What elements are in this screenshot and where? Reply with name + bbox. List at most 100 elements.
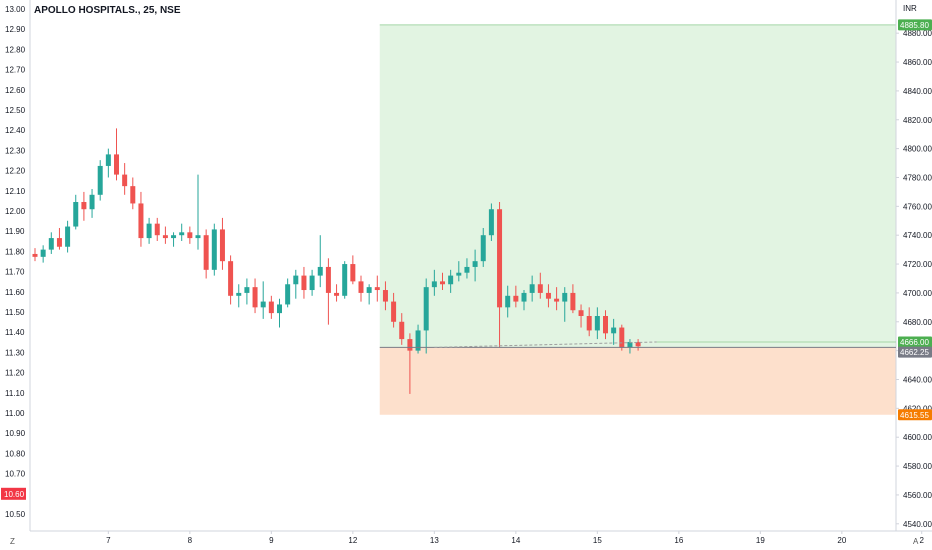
candle-body <box>488 209 494 236</box>
candle-body <box>513 295 519 302</box>
chart-title: APOLLO HOSPITALS., 25, NSE <box>34 5 181 16</box>
right-tick-label: 4720.00 <box>903 260 932 269</box>
right-axis-ticks: 4880.00 4860.00 4840.00 4820.00 4800.00 4780.… <box>896 29 932 529</box>
candle-body <box>179 232 185 236</box>
current-price-label: 4666.00 <box>900 338 929 347</box>
candle-body <box>529 284 535 293</box>
candle-body <box>260 301 266 308</box>
x-tick-label: 2 <box>919 536 924 545</box>
auto-scale-button[interactable]: A <box>913 537 919 546</box>
candle-body <box>162 235 168 239</box>
candle-body <box>391 301 397 322</box>
candle-body <box>105 154 111 166</box>
candle-body <box>611 327 617 334</box>
left-tick-label: 12.60 <box>5 86 26 95</box>
x-tick-label: 8 <box>188 536 193 545</box>
candle-body <box>603 316 608 334</box>
left-tick-label: 11.30 <box>5 348 25 357</box>
right-tick-label: 4840.00 <box>903 87 932 96</box>
candle-body <box>399 321 405 340</box>
candle-body <box>317 266 323 276</box>
candle-body <box>382 290 388 302</box>
right-tick-label: 4800.00 <box>903 145 932 154</box>
right-tick-label: 4780.00 <box>903 173 932 182</box>
candle-body <box>130 186 136 204</box>
left-tick-label: 11.60 <box>5 288 25 297</box>
profit-zone <box>379 24 896 348</box>
left-tick-label: 12.40 <box>5 126 26 135</box>
candle-body <box>334 292 340 296</box>
left-tick-label: 12.70 <box>5 66 26 75</box>
candle-body <box>521 292 527 302</box>
right-tick-label: 4760.00 <box>903 202 932 211</box>
stop-label: 4615.55 <box>900 411 929 420</box>
zoom-corner-label[interactable]: Z <box>10 537 15 546</box>
candle-body <box>627 341 633 348</box>
right-tick-label: 4740.00 <box>903 231 932 240</box>
candle-body <box>431 281 437 288</box>
entry-badge <box>898 346 932 358</box>
right-tick-label: 4820.00 <box>903 116 932 125</box>
position-zones <box>379 24 896 415</box>
candle-body <box>586 316 592 331</box>
x-tick-label: 15 <box>593 536 602 545</box>
left-tick-label: 13.00 <box>5 5 26 14</box>
candle-body <box>505 295 511 308</box>
left-tick-label: 11.70 <box>5 268 25 277</box>
candle-body <box>228 261 234 296</box>
left-tick-label: 12.30 <box>5 146 26 155</box>
left-tick-label: 12.10 <box>5 187 26 196</box>
candle-body <box>407 339 413 351</box>
candle-body <box>480 235 486 262</box>
candle-body <box>464 266 470 273</box>
left-tick-label: 12.80 <box>5 45 26 54</box>
x-tick-label: 7 <box>106 536 111 545</box>
candle-body <box>570 292 576 311</box>
candle-body <box>423 287 429 331</box>
candle-body <box>89 194 95 210</box>
candle-body <box>97 165 103 195</box>
loss-zone <box>379 347 896 415</box>
candle-body <box>293 275 299 285</box>
candle-body <box>619 327 625 348</box>
target-badge <box>898 19 932 31</box>
candle-body <box>342 264 348 296</box>
candle-body <box>65 226 71 247</box>
right-tick-label: 4860.00 <box>903 58 932 67</box>
left-tick-label: 11.20 <box>5 369 25 378</box>
right-tick-label: 4620.00 <box>903 404 932 413</box>
candle-body <box>358 281 364 293</box>
x-tick-label: 13 <box>430 536 439 545</box>
candle-body <box>114 154 119 175</box>
left-tick-label: 10.90 <box>5 429 26 438</box>
candle-body <box>154 223 160 236</box>
left-tick-label: 12.50 <box>5 106 26 115</box>
candle-body <box>277 304 282 314</box>
candle-body <box>325 266 331 293</box>
candle-body <box>138 203 144 239</box>
candle-body <box>374 287 380 291</box>
stop-badge <box>898 409 932 421</box>
candle-body <box>366 287 372 293</box>
right-tick-label: 4880.00 <box>903 29 932 38</box>
candle-body <box>187 232 193 239</box>
left-tick-label: 12.20 <box>5 167 26 176</box>
right-tick-label: 4700.00 <box>903 289 932 298</box>
candle-body <box>309 275 315 291</box>
left-tick-label: 10.60 <box>4 490 25 499</box>
left-tick-label: 11.10 <box>5 389 25 398</box>
candle-body <box>456 272 462 276</box>
candle-body <box>537 284 543 293</box>
right-tick-label: 4600.00 <box>903 433 932 442</box>
left-tick-label: 10.80 <box>5 449 26 458</box>
candle-body <box>545 292 551 299</box>
candle-body <box>195 235 201 239</box>
candle-body <box>73 202 79 227</box>
left-tick-label: 10.50 <box>5 510 26 519</box>
candle-body <box>252 287 258 308</box>
candles <box>32 128 641 394</box>
x-tick-label: 20 <box>837 536 846 545</box>
candle-body <box>211 229 217 270</box>
